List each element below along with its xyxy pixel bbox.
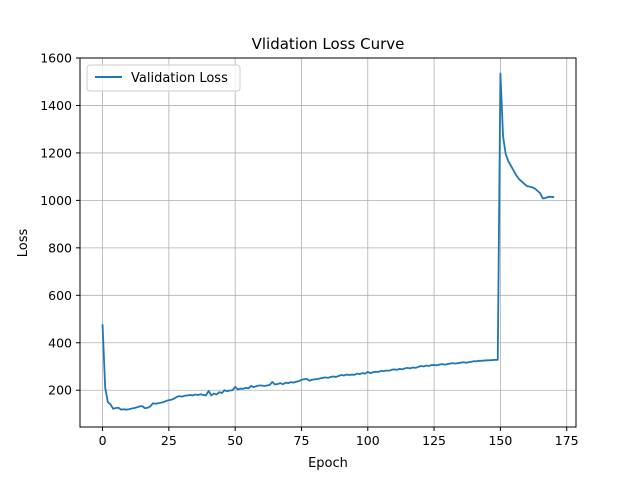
series-layer — [101, 72, 555, 411]
x-tick-label: 150 — [488, 433, 512, 448]
x-tick-label: 100 — [356, 433, 380, 448]
axis-ticks: 0 25 50 75 100 125 150 175 200 400 600 800 1000 1200 1… — [40, 51, 578, 449]
x-tick-label: 175 — [555, 433, 579, 448]
x-tick-label: 25 — [161, 433, 177, 448]
chart-title: Vlidation Loss Curve — [252, 35, 405, 53]
legend-box — [86, 64, 241, 92]
y-tick-label: 800 — [48, 240, 72, 255]
grid-lines — [80, 57, 576, 427]
plot-frame — [79, 57, 577, 428]
x-axis-label: Epoch — [308, 456, 348, 471]
y-tick-label: 1000 — [40, 193, 72, 208]
series-line-validation-loss — [101, 72, 555, 411]
x-tick-label: 0 — [99, 433, 107, 448]
y-tick-label: 1600 — [40, 51, 72, 66]
x-tick-label: 75 — [294, 433, 310, 448]
y-tick-label: 400 — [48, 335, 72, 350]
y-tick-label: 600 — [48, 288, 72, 303]
legend: Validation Loss — [86, 64, 241, 92]
x-tick-label: 50 — [227, 433, 243, 448]
y-tick-label: 1400 — [40, 98, 72, 113]
x-tick-label: 125 — [422, 433, 446, 448]
y-axis-label: Loss — [16, 229, 31, 258]
y-tick-label: 1200 — [40, 145, 72, 160]
y-tick-label: 200 — [48, 383, 72, 398]
legend-entry-label: Validation Loss — [131, 71, 228, 86]
